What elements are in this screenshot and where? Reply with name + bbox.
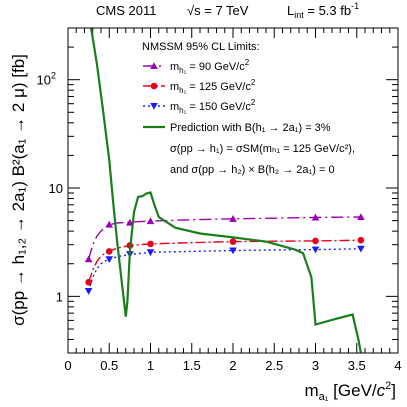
legend-label-prediction: Prediction with B(h₁ → 2a₁) = 3% — [170, 122, 331, 134]
legend-sample-125 — [143, 82, 165, 90]
legend-entry-150: mh₁ = 150 GeV/c2 — [143, 98, 256, 115]
data-point — [147, 240, 154, 248]
legend-sample-150 — [143, 102, 165, 110]
legend-marker — [150, 102, 158, 110]
data-point — [229, 238, 237, 245]
x-axis-title: ma₁ [GeV/c2] — [304, 380, 396, 403]
data-point — [105, 248, 113, 255]
legend-entry-90: mh₁ = 90 GeV/c2 — [143, 58, 250, 75]
series-125 — [85, 236, 365, 286]
lumi-value: = 5.3 fb — [304, 3, 351, 18]
legend-entry-125: mh₁ = 125 GeV/c2 — [143, 78, 256, 95]
legend-125-exp: 2 — [251, 78, 256, 87]
data-point — [105, 220, 114, 228]
legend-90-rhs: = 90 GeV/c — [186, 61, 245, 73]
x-tick-label: 4 — [394, 358, 401, 373]
series-prediction — [90, 28, 362, 353]
series-layer — [84, 28, 365, 353]
lumi-main: L — [287, 3, 294, 18]
data-point — [84, 255, 93, 263]
y-axis-title: σ(pp → h₁,₂ → 2a₁) B²(a₁ → 2 μ) [fb] — [9, 54, 28, 326]
legend: NMSSM 95% CL Limits: mh₁ = 90 GeV/c2 mh₁… — [142, 41, 355, 176]
data-point — [84, 287, 93, 295]
legend-150-exp: 2 — [251, 98, 256, 107]
data-point — [357, 236, 365, 244]
x-tick-label: 2 — [229, 358, 236, 373]
y-tick-label: 1 — [56, 289, 63, 304]
chart-header: CMS 2011 √s = 7 TeV Lint = 5.3 fb-1 — [96, 1, 359, 20]
lumi-label: Lint = 5.3 fb-1 — [287, 1, 359, 20]
legend-label-150: mh₁ = 150 GeV/c2 — [170, 98, 256, 115]
legend-90-lhs: m — [170, 61, 179, 73]
legend-150-sub: h₁ — [179, 106, 186, 115]
data-point — [85, 278, 92, 286]
limit-curve — [87, 248, 361, 292]
legend-sample-90 — [143, 62, 165, 70]
x-title-main: m — [304, 381, 318, 400]
experiment-label: CMS 2011 — [96, 3, 156, 18]
series-150 — [84, 245, 365, 295]
data-point — [229, 247, 237, 255]
legend-90-sub: h₁ — [179, 66, 186, 75]
lumi-exp: -1 — [351, 1, 359, 11]
legend-marker — [150, 82, 158, 90]
legend-marker — [150, 62, 158, 70]
legend-150-rhs: = 150 GeV/c — [186, 101, 251, 113]
data-point — [357, 245, 365, 253]
legend-90-exp: 2 — [245, 58, 250, 67]
x-title-close: ] — [391, 381, 396, 400]
legend-125-sub: h₁ — [179, 86, 186, 95]
legend-title: NMSSM 95% CL Limits: — [142, 41, 260, 53]
data-point — [229, 214, 237, 222]
limit-curve — [87, 216, 361, 260]
x-title-c: c — [377, 381, 386, 400]
legend-label-125: mh₁ = 125 GeV/c2 — [170, 78, 256, 95]
y-tick-label: 10 — [49, 181, 63, 196]
energy-label: √s = 7 TeV — [187, 3, 249, 18]
x-tick-label: 1.5 — [183, 358, 201, 373]
legend-150-lhs: m — [170, 101, 179, 113]
x-tick-label: 1 — [147, 358, 154, 373]
x-title-exp: 2 — [385, 380, 391, 392]
x-title-unit: [GeV/ — [328, 381, 376, 400]
data-point — [311, 246, 320, 254]
x-tick-label: 3 — [312, 358, 319, 373]
x-tick-label: 2.5 — [265, 358, 283, 373]
data-point — [311, 213, 320, 221]
legend-prediction-line2: σ(pp → h₁) = σSM(mₕ₁ = 125 GeV/c²), — [170, 143, 355, 155]
data-point — [105, 256, 114, 264]
legend-entry-prediction: Prediction with B(h₁ → 2a₁) = 3% σ(pp → … — [143, 122, 355, 176]
x-tick-label: 0.5 — [100, 358, 118, 373]
plot-frame — [67, 27, 399, 354]
data-point — [146, 217, 155, 225]
axes: 0 0.5 1 1.5 2 2.5 3 3.5 4 1 10 102 — [37, 27, 402, 373]
data-point — [312, 237, 319, 245]
series-90 — [84, 213, 365, 263]
lumi-sub: int — [294, 10, 304, 20]
data-point — [146, 249, 155, 257]
x-tick-label: 0 — [64, 358, 71, 373]
limit-curve — [87, 239, 361, 283]
legend-prediction-line3: and σ(pp → h₂) × B(h₂ → 2a₁) = 0 — [170, 164, 335, 176]
x-title-sub: a₁ — [319, 391, 329, 403]
y-tick-label: 102 — [37, 71, 56, 88]
legend-125-lhs: m — [170, 81, 179, 93]
prediction-line — [90, 28, 362, 353]
legend-125-rhs: = 125 GeV/c — [186, 81, 251, 93]
x-tick-label: 3.5 — [348, 358, 366, 373]
legend-label-90: mh₁ = 90 GeV/c2 — [170, 58, 250, 75]
data-point — [357, 213, 365, 221]
